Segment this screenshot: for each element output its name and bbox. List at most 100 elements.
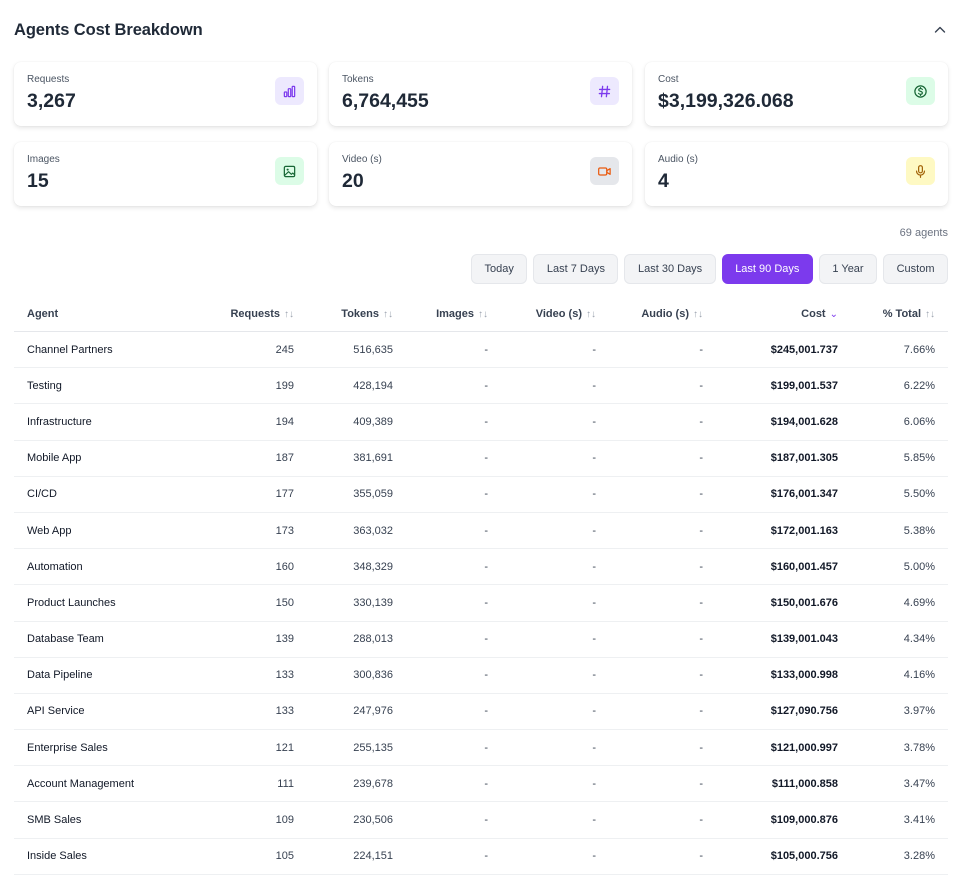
stat-label: Requests — [27, 74, 70, 85]
cell-requests: 160 — [275, 560, 294, 573]
stat-card-requests: Requests 3,267 — [14, 62, 317, 126]
image-icon — [275, 157, 304, 185]
column-header-requests[interactable]: Requests ↑↓ — [230, 308, 294, 320]
table-row[interactable]: Database Team 139 288,013 - - - $139,001.043 4.… — [14, 622, 948, 658]
cell-tokens: 516,635 — [353, 343, 393, 356]
cell-agent: Product Launches — [27, 596, 116, 609]
cell-audio: - — [699, 488, 703, 501]
column-header-images[interactable]: Images ↑↓ — [436, 308, 488, 320]
cell-images: - — [484, 850, 488, 863]
cell-requests: 121 — [275, 741, 294, 754]
cell-percent-total: 6.22% — [903, 379, 935, 392]
table-row[interactable]: SMB Sales 109 230,506 - - - $109,000.876 3.41% — [14, 802, 948, 839]
table-row[interactable]: Channel Partners 245 516,635 - - - $245,001.73… — [14, 332, 948, 369]
cell-video: - — [592, 452, 596, 465]
cell-images: - — [484, 669, 488, 682]
stat-card-video: Video (s) 20 — [329, 142, 632, 206]
cell-audio: - — [699, 343, 703, 356]
column-header-audio[interactable]: Audio (s) ↑↓ — [641, 308, 703, 320]
cell-cost: $105,000.756 — [770, 850, 838, 863]
range-today-button[interactable]: Today — [471, 254, 528, 284]
sort-icon: ↑↓ — [284, 308, 294, 320]
cell-agent: Infrastructure — [27, 415, 92, 428]
cell-agent: Testing — [27, 379, 62, 392]
cell-audio: - — [699, 452, 703, 465]
cell-video: - — [592, 343, 596, 356]
table-row[interactable]: Inside Sales 105 224,151 - - - $105,000.756 3.2… — [14, 839, 948, 875]
cell-requests: 133 — [275, 669, 294, 682]
cell-agent: Mobile App — [27, 452, 82, 465]
cell-requests: 111 — [277, 777, 294, 790]
cell-images: - — [484, 488, 488, 501]
cell-cost: $245,001.737 — [770, 343, 838, 356]
table-row[interactable]: Product Launches 150 330,139 - - - $150,001.67… — [14, 585, 948, 622]
cell-tokens: 230,506 — [353, 814, 393, 827]
range-1-year-button[interactable]: 1 Year — [818, 254, 878, 284]
cell-agent: Database Team — [27, 633, 104, 646]
table-row[interactable]: API Service 133 247,976 - - - $127,090.756 3.97… — [14, 694, 948, 731]
stat-card-tokens: Tokens 6,764,455 — [329, 62, 632, 126]
chevron-up-icon[interactable] — [932, 22, 948, 38]
range-90-days-button[interactable]: Last 90 Days — [721, 254, 813, 284]
cell-tokens: 239,678 — [353, 777, 393, 790]
cell-tokens: 363,032 — [353, 524, 393, 537]
sort-icon: ↑↓ — [586, 308, 596, 320]
column-header-tokens[interactable]: Tokens ↑↓ — [341, 308, 393, 320]
sort-icon: ↑↓ — [693, 308, 703, 320]
cell-audio: - — [699, 633, 703, 646]
cell-cost: $199,001.537 — [770, 379, 838, 392]
cell-cost: $194,001.628 — [770, 415, 838, 428]
table-row[interactable]: Enterprise Sales 121 255,135 - - - $121,000.99… — [14, 730, 948, 767]
stat-value: 3,267 — [27, 90, 76, 112]
cell-agent: Channel Partners — [27, 343, 113, 356]
column-header-cost[interactable]: Cost ⌄ — [801, 308, 838, 320]
cell-audio: - — [699, 379, 703, 392]
range-custom-button[interactable]: Custom — [883, 254, 948, 284]
cell-video: - — [592, 741, 596, 754]
cell-images: - — [484, 343, 488, 356]
cell-requests: 199 — [275, 379, 294, 392]
mic-icon — [906, 157, 935, 185]
cell-images: - — [484, 560, 488, 573]
cell-percent-total: 5.38% — [903, 524, 935, 537]
table-row[interactable]: CI/CD 177 355,059 - - - $176,001.347 5.50% — [14, 477, 948, 513]
cell-video: - — [592, 705, 596, 718]
cell-requests: 187 — [275, 452, 294, 465]
cell-requests: 139 — [275, 633, 294, 646]
table-row[interactable]: Mobile App 187 381,691 - - - $187,001.305 5.85% — [14, 441, 948, 477]
table-row[interactable]: Testing 199 428,194 - - - $199,001.537 6.22% — [14, 368, 948, 405]
cell-percent-total: 7.66% — [903, 343, 935, 356]
cell-video: - — [592, 560, 596, 573]
column-header-percent-total[interactable]: % Total ↑↓ — [882, 308, 935, 320]
table-row[interactable]: Data Pipeline 133 300,836 - - - $133,000.998 4.… — [14, 658, 948, 694]
cell-cost: $111,000.858 — [771, 777, 838, 790]
cell-percent-total: 3.47% — [903, 777, 935, 790]
cell-images: - — [484, 705, 488, 718]
sort-icon: ↑↓ — [478, 308, 488, 320]
cell-tokens: 255,135 — [353, 741, 393, 754]
table-row[interactable]: Account Management 111 239,678 - - - $111,000.… — [14, 766, 948, 803]
range-7-days-button[interactable]: Last 7 Days — [533, 254, 619, 284]
stat-card-images: Images 15 — [14, 142, 317, 206]
cell-percent-total: 4.69% — [903, 596, 935, 609]
cell-agent: Web App — [27, 524, 72, 537]
cell-cost: $139,001.043 — [770, 633, 838, 646]
cell-video: - — [592, 777, 596, 790]
section-header: Agents Cost Breakdown — [14, 19, 948, 41]
cell-tokens: 224,151 — [353, 850, 393, 863]
column-header-video[interactable]: Video (s) ↑↓ — [535, 308, 596, 320]
stat-value: 6,764,455 — [342, 90, 429, 112]
cell-agent: API Service — [27, 705, 85, 718]
table-row[interactable]: Automation 160 348,329 - - - $160,001.457 5.00% — [14, 549, 948, 586]
cell-tokens: 247,976 — [353, 705, 393, 718]
table-row[interactable]: Infrastructure 194 409,389 - - - $194,001.628 6… — [14, 404, 948, 441]
cell-audio: - — [699, 741, 703, 754]
table-row[interactable]: Web App 173 363,032 - - - $172,001.163 5.38% — [14, 513, 948, 550]
column-header-agent[interactable]: Agent — [27, 308, 59, 320]
cell-video: - — [592, 596, 596, 609]
cell-audio: - — [699, 596, 703, 609]
cell-agent: Account Management — [27, 777, 135, 790]
cell-audio: - — [699, 669, 703, 682]
range-30-days-button[interactable]: Last 30 Days — [624, 254, 716, 284]
cell-cost: $150,001.676 — [770, 596, 838, 609]
